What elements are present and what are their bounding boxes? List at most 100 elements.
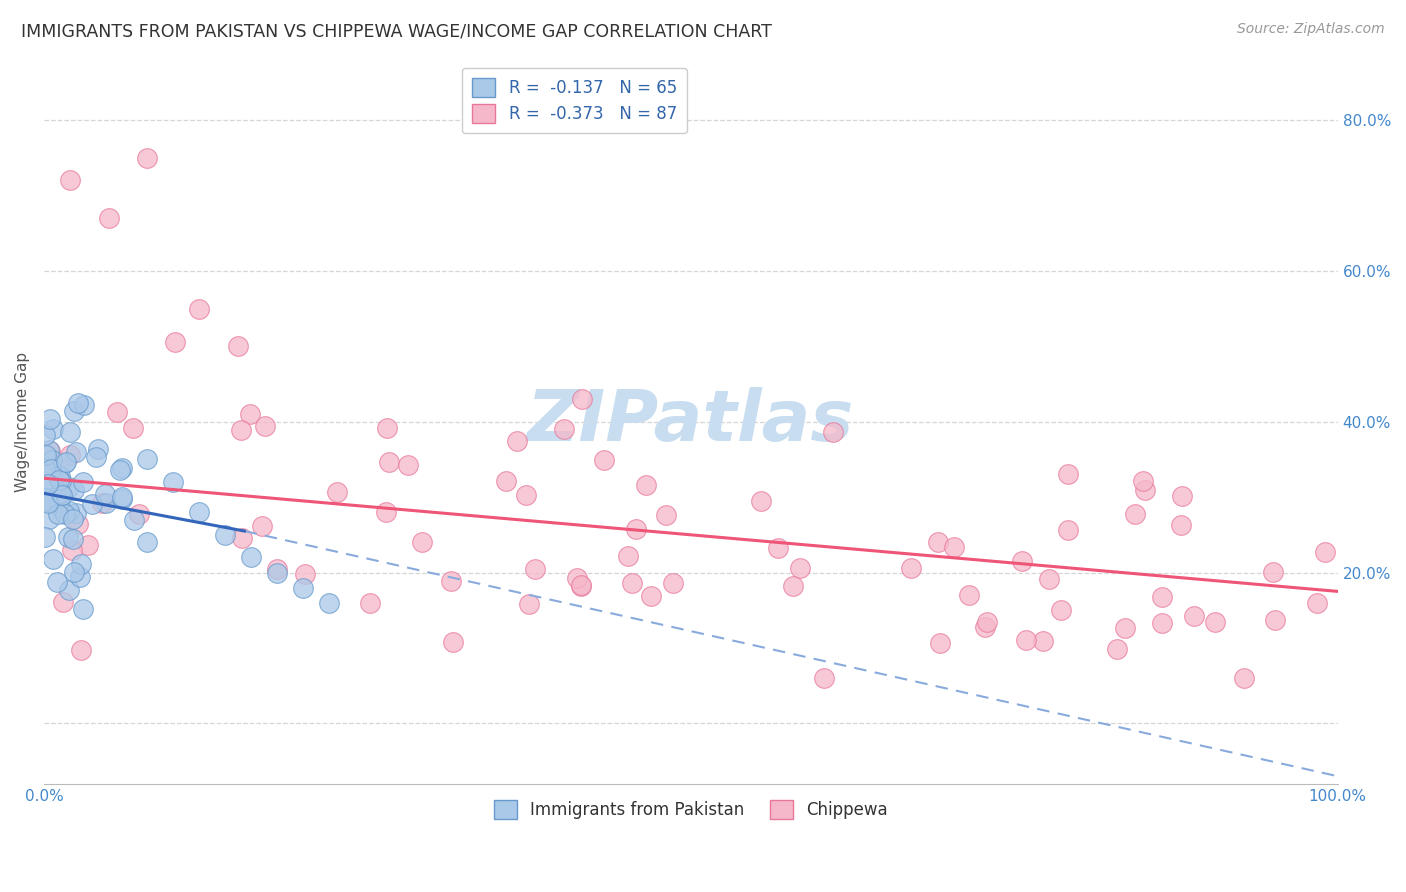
- Point: [517, 597, 540, 611]
- Point: [1123, 507, 1146, 521]
- Point: [1050, 602, 1073, 616]
- Point: [59, 448, 82, 462]
- Point: [42, 552, 65, 566]
- Point: [51, 475, 73, 489]
- Point: [928, 636, 950, 650]
- Point: [1306, 596, 1329, 610]
- Point: [37, 477, 59, 491]
- Point: [38, 512, 60, 526]
- Point: [231, 532, 253, 546]
- Point: [110, 490, 132, 504]
- Point: [253, 419, 276, 434]
- Point: [291, 581, 314, 595]
- Point: [37, 496, 59, 510]
- Point: [1263, 566, 1285, 580]
- Point: [188, 301, 211, 316]
- Point: [69, 570, 91, 584]
- Point: [65, 506, 87, 520]
- Point: [34, 428, 56, 442]
- Point: [620, 576, 643, 591]
- Point: [162, 475, 184, 489]
- Point: [69, 642, 91, 657]
- Point: [37, 494, 59, 508]
- Point: [768, 541, 790, 556]
- Point: [553, 421, 575, 435]
- Point: [72, 475, 94, 489]
- Point: [396, 458, 419, 472]
- Point: [900, 561, 922, 575]
- Point: [94, 487, 117, 501]
- Point: [108, 463, 131, 477]
- Point: [1132, 474, 1154, 488]
- Point: [640, 589, 662, 603]
- Point: [239, 550, 262, 565]
- Text: Source: ZipAtlas.com: Source: ZipAtlas.com: [1237, 22, 1385, 37]
- Point: [188, 505, 211, 519]
- Point: [70, 558, 93, 572]
- Point: [226, 339, 249, 353]
- Point: [1057, 523, 1080, 537]
- Point: [927, 535, 949, 549]
- Point: [571, 392, 593, 406]
- Point: [128, 507, 150, 521]
- Point: [77, 538, 100, 552]
- Point: [55, 455, 77, 469]
- Point: [624, 522, 647, 536]
- Point: [655, 508, 678, 523]
- Point: [789, 561, 811, 575]
- Point: [67, 517, 90, 532]
- Point: [59, 173, 82, 187]
- Point: [63, 483, 86, 497]
- Point: [63, 565, 86, 579]
- Point: [569, 579, 592, 593]
- Point: [34, 474, 56, 488]
- Point: [35, 448, 58, 462]
- Point: [48, 469, 70, 483]
- Point: [49, 486, 72, 500]
- Point: [65, 445, 87, 459]
- Point: [495, 475, 517, 489]
- Point: [48, 473, 70, 487]
- Point: [266, 561, 288, 575]
- Point: [411, 535, 433, 549]
- Point: [46, 507, 69, 521]
- Point: [375, 421, 398, 435]
- Point: [39, 443, 62, 458]
- Point: [506, 434, 529, 449]
- Point: [58, 504, 80, 518]
- Point: [58, 582, 80, 597]
- Point: [1105, 642, 1128, 657]
- Y-axis label: Wage/Income Gap: Wage/Income Gap: [15, 351, 30, 491]
- Point: [165, 335, 187, 350]
- Point: [58, 480, 80, 494]
- Point: [87, 442, 110, 456]
- Point: [229, 423, 252, 437]
- Point: [214, 528, 236, 542]
- Point: [62, 533, 84, 547]
- Point: [1204, 615, 1226, 630]
- Point: [111, 461, 134, 475]
- Point: [1011, 554, 1033, 568]
- Point: [326, 484, 349, 499]
- Point: [38, 412, 60, 426]
- Point: [46, 574, 69, 589]
- Point: [634, 478, 657, 492]
- Point: [294, 567, 316, 582]
- Point: [1114, 621, 1136, 635]
- Point: [72, 602, 94, 616]
- Point: [39, 462, 62, 476]
- Point: [266, 566, 288, 580]
- Point: [1170, 517, 1192, 532]
- Point: [62, 512, 84, 526]
- Point: [72, 398, 94, 412]
- Point: [749, 494, 772, 508]
- Point: [97, 211, 120, 225]
- Point: [42, 422, 65, 436]
- Point: [974, 620, 997, 634]
- Point: [1263, 613, 1285, 627]
- Point: [41, 452, 63, 467]
- Point: [1233, 671, 1256, 685]
- Point: [52, 504, 75, 518]
- Point: [136, 535, 159, 549]
- Point: [53, 457, 76, 471]
